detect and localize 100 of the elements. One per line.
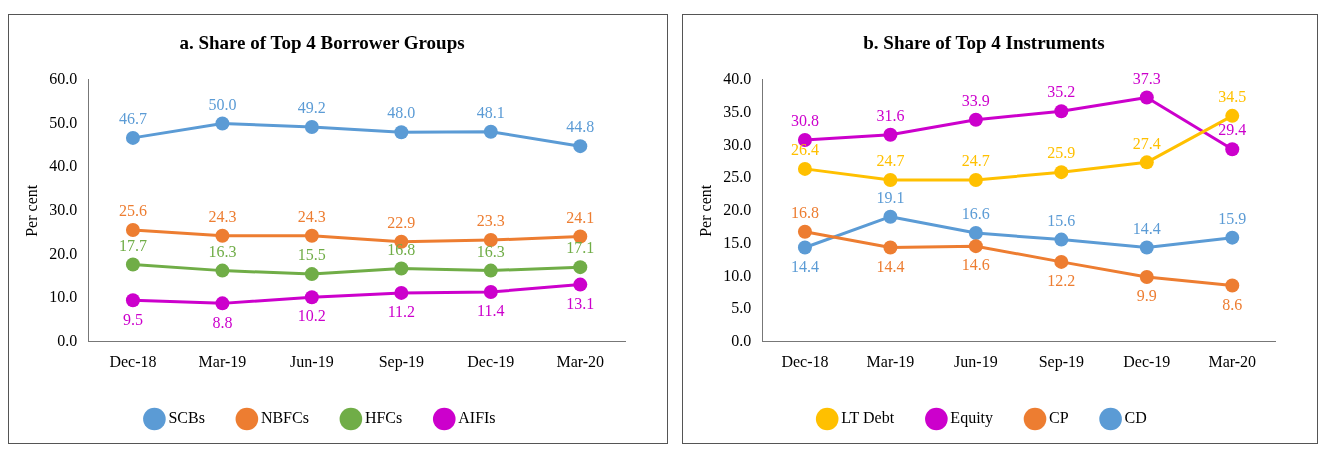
- point: [883, 240, 898, 255]
- point: [125, 257, 140, 272]
- data-label: 17.7: [118, 236, 147, 254]
- point: [215, 116, 230, 131]
- data-label: 15.5: [297, 246, 326, 264]
- data-label: 23.3: [476, 212, 505, 230]
- point: [483, 285, 498, 300]
- point: [304, 290, 319, 305]
- data-label: 30.8: [790, 112, 819, 130]
- data-label: 27.4: [1132, 134, 1161, 152]
- data-label: 14.4: [790, 257, 819, 275]
- point: [215, 228, 230, 243]
- point: [304, 228, 319, 243]
- x-tick-label: Dec-18: [781, 352, 829, 370]
- point: [883, 127, 898, 142]
- point: [797, 161, 812, 176]
- legend-label: NBFCs: [260, 409, 309, 427]
- y-tick-label: 40.0: [723, 70, 752, 87]
- y-axis-title: Per cent: [696, 184, 714, 237]
- point: [1139, 240, 1154, 255]
- data-label: 33.9: [961, 91, 990, 109]
- point: [394, 125, 409, 140]
- data-label: 15.9: [1218, 209, 1247, 227]
- data-label: 29.4: [1218, 121, 1247, 139]
- data-label: 9.9: [1136, 287, 1157, 305]
- x-tick-label: Dec-18: [109, 352, 157, 370]
- point: [1139, 269, 1154, 284]
- y-axis-title: Per cent: [22, 184, 40, 237]
- x-tick-label: Mar-20: [1208, 352, 1257, 370]
- data-label: 24.7: [876, 152, 905, 170]
- x-tick-label: Dec-19: [467, 352, 515, 370]
- point: [1225, 108, 1240, 123]
- data-label: 9.5: [122, 310, 143, 328]
- data-label: 48.1: [476, 103, 505, 121]
- data-label: 24.3: [297, 207, 326, 225]
- point: [1225, 230, 1240, 245]
- point: [1054, 232, 1069, 247]
- data-label: 15.6: [1047, 211, 1076, 229]
- y-tick-label: 0.0: [731, 332, 752, 349]
- data-label: 44.8: [566, 118, 595, 136]
- point: [1225, 278, 1240, 293]
- data-label: 24.3: [208, 207, 237, 225]
- point: [215, 263, 230, 278]
- data-label: 16.8: [790, 203, 819, 221]
- data-label: 16.6: [961, 205, 990, 223]
- y-tick-label: 0.0: [57, 332, 78, 349]
- data-label: 37.3: [1132, 69, 1161, 87]
- point: [797, 240, 812, 255]
- y-tick-label: 5.0: [731, 299, 752, 317]
- y-tick-label: 10.0: [723, 266, 752, 284]
- point: [1054, 104, 1069, 119]
- point: [125, 223, 140, 238]
- point: [1139, 90, 1154, 105]
- x-tick-label: Mar-19: [198, 352, 247, 370]
- chart-title: b. Share of Top 4 Instruments: [863, 32, 1105, 54]
- data-label: 48.0: [387, 104, 416, 122]
- y-tick-label: 50.0: [49, 113, 78, 131]
- point: [304, 267, 319, 282]
- point: [215, 296, 230, 311]
- data-label: 14.4: [1132, 219, 1161, 237]
- data-label: 12.2: [1047, 272, 1076, 290]
- data-label: 14.6: [961, 256, 990, 274]
- data-label: 24.1: [566, 208, 595, 226]
- point: [394, 261, 409, 276]
- data-label: 31.6: [876, 107, 905, 125]
- y-tick-label: 60.0: [49, 70, 78, 87]
- y-tick-label: 10.0: [49, 288, 78, 306]
- data-label: 8.8: [212, 313, 233, 331]
- point: [1139, 155, 1154, 170]
- data-label: 35.2: [1047, 83, 1076, 101]
- point: [883, 173, 898, 188]
- point: [968, 173, 983, 188]
- y-tick-label: 15.0: [723, 233, 752, 251]
- point: [1225, 142, 1240, 157]
- chart-title: a. Share of Top 4 Borrower Groups: [179, 32, 465, 54]
- point: [483, 263, 498, 278]
- data-label: 8.6: [1222, 295, 1243, 313]
- y-tick-label: 20.0: [49, 244, 78, 262]
- data-label: 26.4: [790, 141, 819, 159]
- data-label: 22.9: [387, 214, 416, 232]
- point: [125, 293, 140, 308]
- data-label: 16.8: [387, 240, 416, 258]
- legend-label: LT Debt: [841, 409, 895, 427]
- point: [968, 239, 983, 254]
- data-label: 14.4: [876, 257, 905, 275]
- point: [304, 119, 319, 134]
- data-label: 34.5: [1218, 88, 1247, 106]
- point: [1054, 254, 1069, 269]
- data-label: 11.4: [477, 302, 505, 320]
- data-label: 46.7: [118, 110, 147, 128]
- y-tick-label: 20.0: [723, 201, 752, 218]
- data-label: 24.7: [961, 152, 990, 170]
- legend-label: SCBs: [168, 409, 205, 427]
- x-tick-label: Jun-19: [290, 352, 334, 370]
- x-tick-label: Sep-19: [1038, 352, 1084, 371]
- point: [573, 139, 588, 154]
- y-tick-label: 30.0: [723, 135, 752, 153]
- data-label: 11.2: [387, 303, 416, 321]
- x-tick-label: Mar-20: [556, 352, 605, 370]
- data-label: 50.0: [208, 95, 237, 113]
